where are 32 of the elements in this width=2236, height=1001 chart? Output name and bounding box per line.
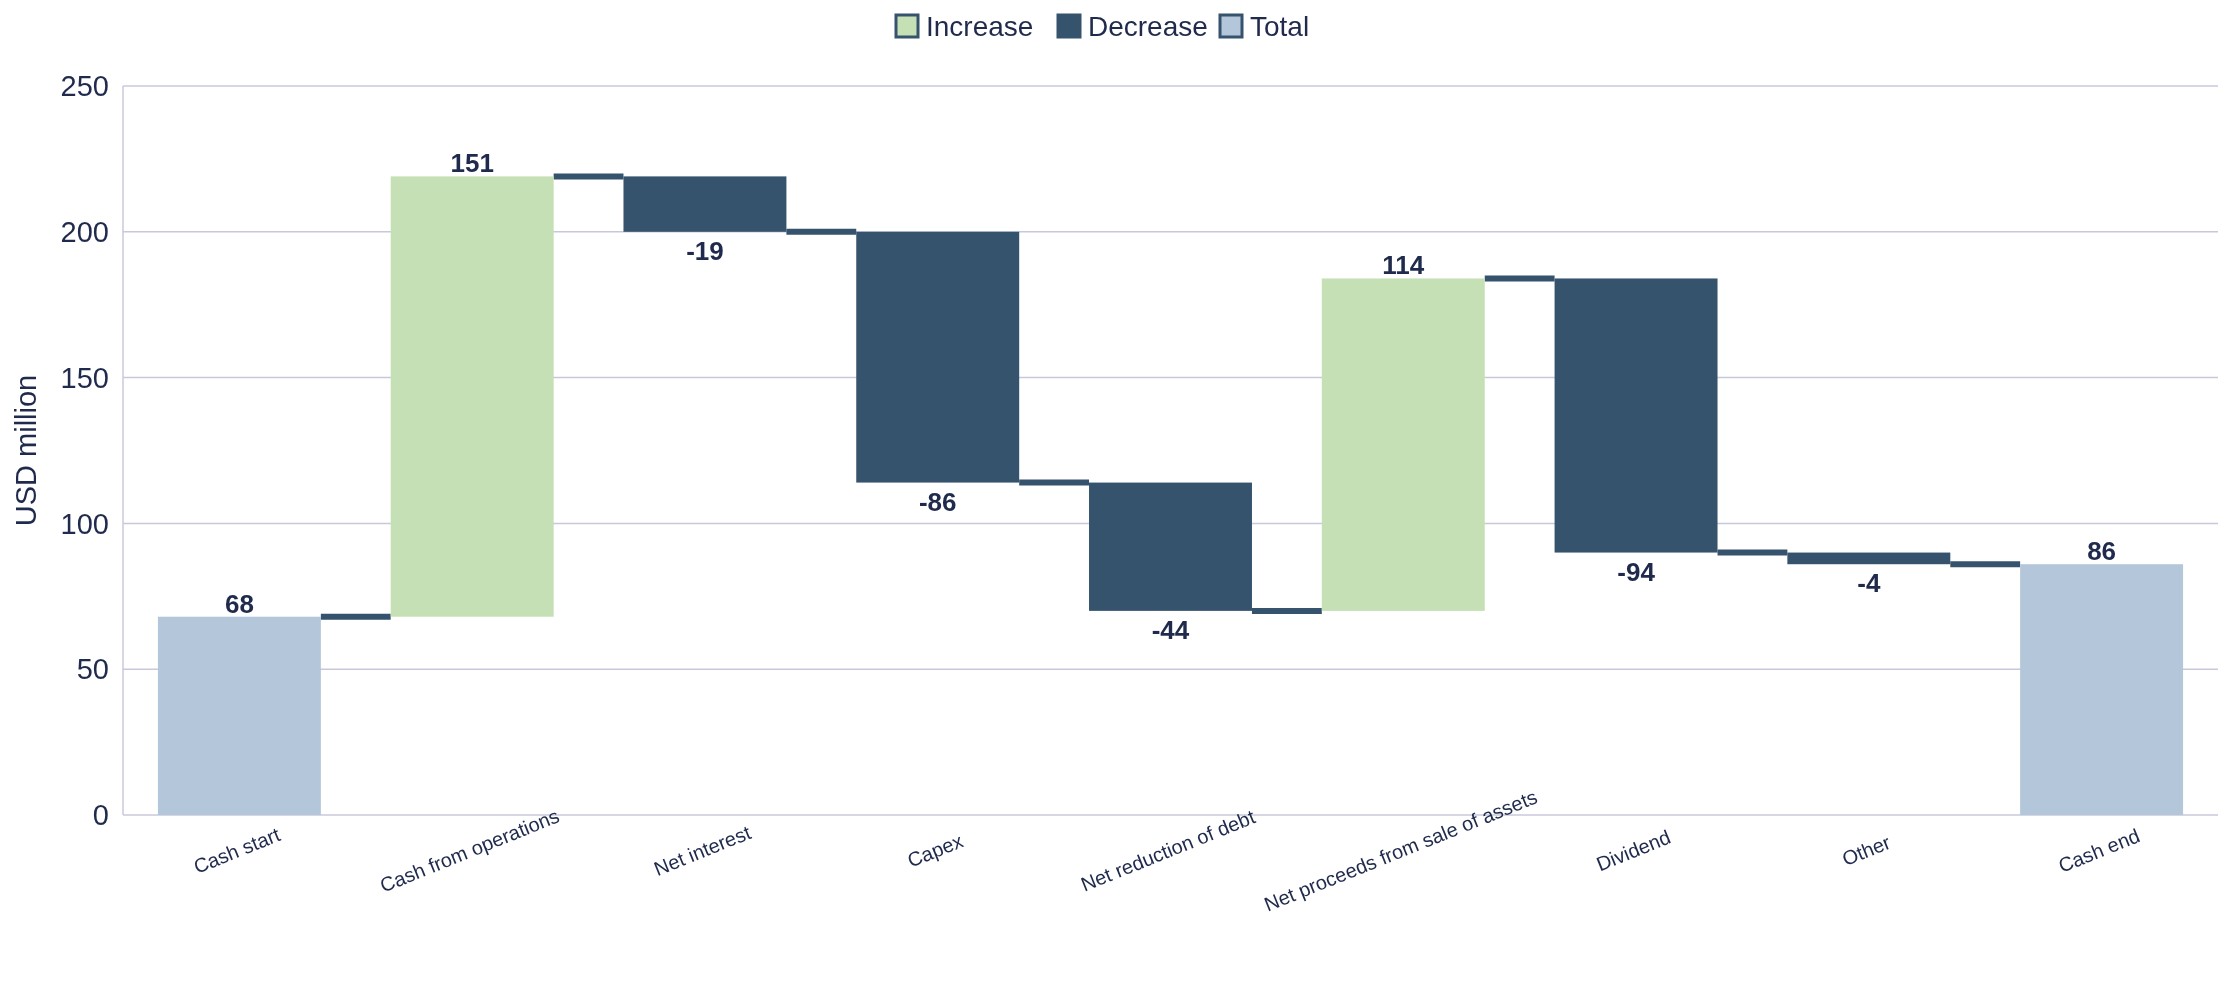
data-label: -94 (1617, 556, 1656, 587)
y-tick-label: 250 (60, 70, 109, 103)
y-axis-title: USD million (10, 374, 42, 527)
data-label: 114 (1382, 250, 1425, 281)
bar (1089, 482, 1252, 611)
data-label: -86 (918, 486, 957, 517)
x-tick-label: Other (1838, 830, 1894, 871)
y-tick-label: 0 (92, 799, 109, 832)
bar (856, 231, 1020, 483)
y-tick-label: 200 (60, 215, 109, 248)
y-tick-label: 50 (76, 653, 109, 686)
bar (1554, 278, 1718, 553)
bar (157, 616, 321, 815)
data-label: -4 (1857, 568, 1881, 599)
legend-label: Decrease (1088, 10, 1208, 42)
bar (1321, 278, 1485, 611)
x-tick-label: Cash start (190, 823, 284, 878)
data-label: 68 (224, 588, 254, 619)
y-tick-label: 150 (60, 361, 109, 394)
bar (390, 176, 554, 617)
legend-label: Total (1250, 10, 1310, 42)
data-label: 86 (2087, 536, 2117, 567)
bar (623, 176, 787, 232)
data-label: -19 (686, 235, 724, 266)
legend-label: Increase (926, 10, 1034, 42)
x-tick-label: Capex (904, 829, 967, 872)
bar (2020, 564, 2184, 815)
data-label: 151 (450, 148, 494, 179)
bar (1787, 552, 1951, 565)
x-tick-label: Cash end (2055, 824, 2143, 877)
data-label: -44 (1151, 614, 1190, 645)
y-tick-label: 100 (60, 507, 109, 540)
